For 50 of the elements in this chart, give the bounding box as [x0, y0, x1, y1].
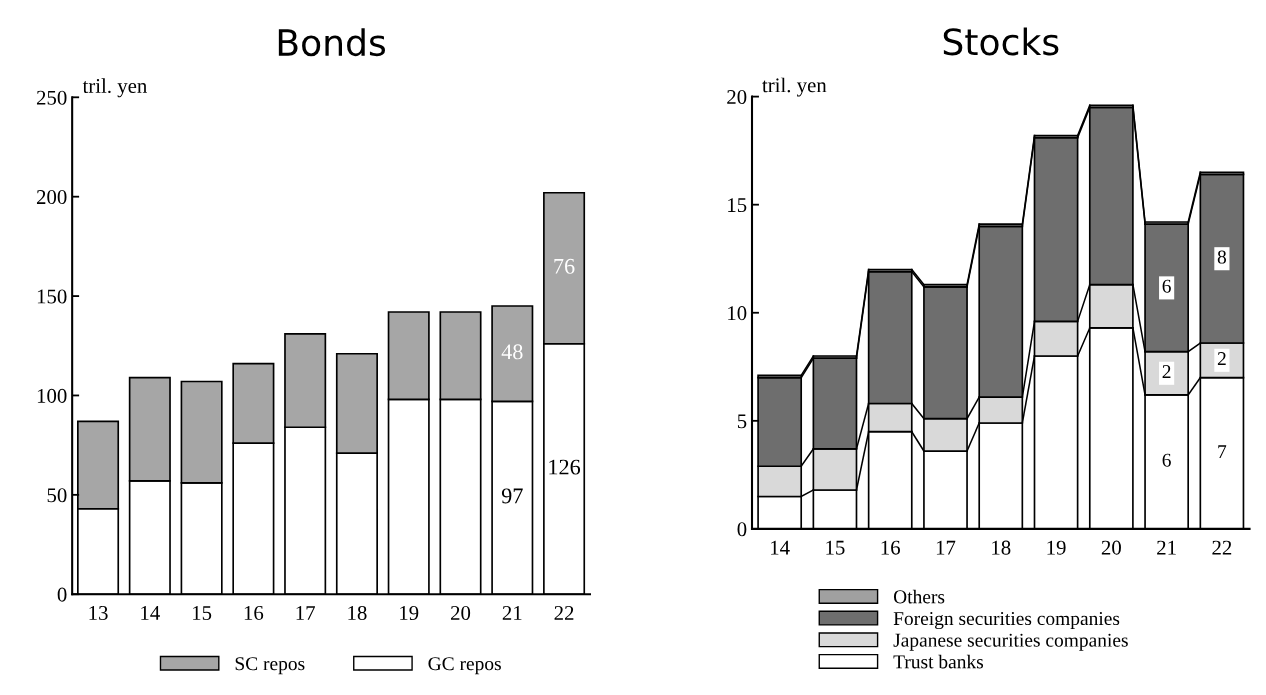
y-tick-label: 150: [37, 289, 67, 304]
x-tick-label: 21: [502, 606, 522, 620]
x-tick-label: 21: [1157, 540, 1176, 555]
y-axis-title: tril. yen: [762, 77, 827, 97]
data-label: 6: [1162, 453, 1171, 467]
x-tick-label: 14: [771, 540, 790, 555]
y-tick-label: 250: [36, 90, 67, 105]
x-tick-label: 16: [244, 606, 264, 620]
data-label: 76: [554, 258, 575, 274]
legend-label: Foreign securities companies: [893, 612, 1120, 630]
x-tick-label: 19: [400, 606, 419, 620]
y-tick-label: 20: [727, 89, 747, 105]
x-tick-label: 17: [296, 606, 315, 620]
y-tick-label: 0: [57, 587, 67, 602]
legend-label: SC repos: [235, 657, 305, 675]
data-label: 6: [1162, 279, 1171, 293]
y-tick-label: 100: [37, 388, 67, 403]
y-tick-label: 0: [737, 522, 747, 537]
x-tick-label: 14: [141, 606, 160, 620]
x-tick-label: 20: [451, 605, 471, 620]
data-label: 97: [501, 488, 523, 504]
chart-title: Stocks: [943, 27, 1059, 56]
y-tick-label: 15: [728, 198, 747, 213]
legend-label: Japanese securities companies: [893, 633, 1128, 651]
y-tick-label: 200: [36, 190, 67, 205]
y-tick-label: 50: [47, 488, 67, 503]
x-tick-label: 22: [554, 606, 574, 620]
x-tick-label: 18: [992, 540, 1011, 555]
legend-label: GC repos: [428, 657, 501, 675]
x-tick-label: 18: [348, 605, 367, 620]
data-label: 126: [549, 459, 581, 475]
x-tick-label: 17: [936, 540, 956, 555]
x-tick-label: 15: [826, 540, 845, 555]
legend-label: Others: [893, 589, 945, 604]
x-tick-label: 19: [1047, 540, 1066, 555]
x-tick-label: 20: [1101, 540, 1121, 555]
x-tick-label: 16: [881, 540, 900, 555]
x-tick-label: 15: [193, 606, 212, 620]
y-tick-label: 10: [728, 306, 747, 321]
y-tick-label: 5: [737, 414, 747, 429]
data-label: 48: [501, 344, 523, 360]
x-tick-label: 13: [89, 606, 108, 620]
chart-title: Bonds: [278, 28, 386, 57]
data-label: 2: [1162, 365, 1171, 378]
data-label: 8: [1217, 250, 1227, 264]
legend-label: Trust banks: [893, 654, 984, 669]
data-label: 2: [1217, 352, 1226, 365]
data-label: 7: [1218, 445, 1227, 458]
x-tick-label: 22: [1212, 540, 1232, 555]
y-axis-title: tril. yen: [82, 78, 147, 98]
